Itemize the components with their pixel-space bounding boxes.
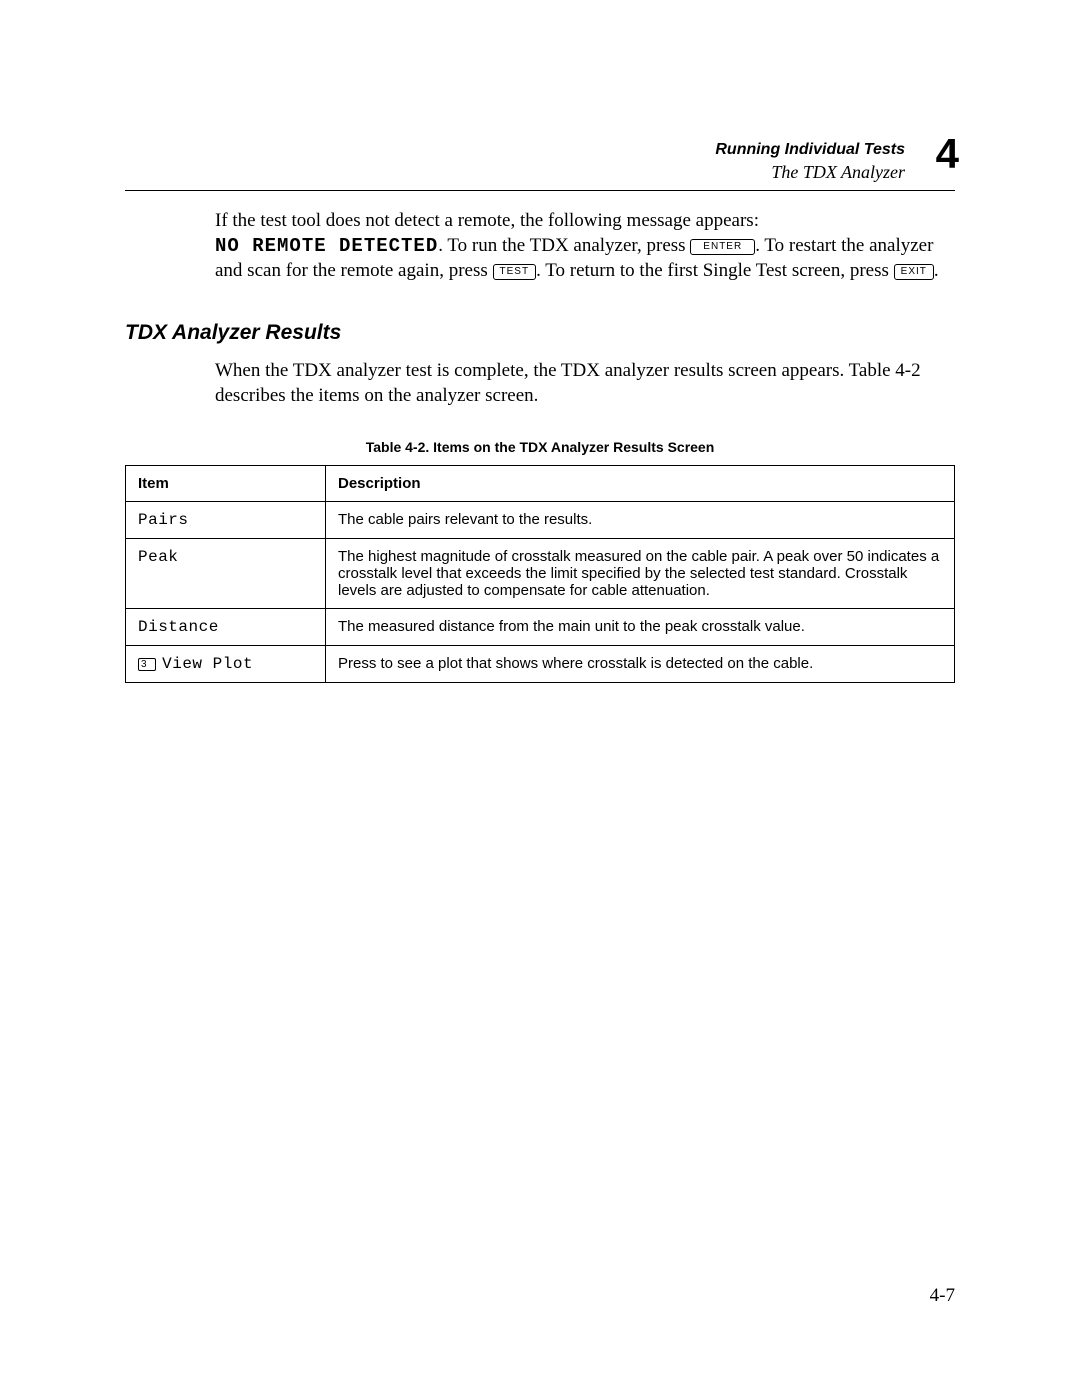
header-rule <box>125 190 955 191</box>
item-cell: Distance <box>126 608 326 645</box>
col-item-header: Item <box>126 465 326 501</box>
item-cell: Pairs <box>126 501 326 538</box>
para1-sent2d: . <box>934 260 939 281</box>
page-number: 4-7 <box>930 1285 955 1307</box>
table-header-row: Item Description <box>126 465 955 501</box>
table-row: 3 View PlotPress to see a plot that show… <box>126 645 955 682</box>
exit-key: EXIT <box>894 264 934 280</box>
item-label: Distance <box>138 618 219 636</box>
para1-sent2c: . To return to the first Single Test scr… <box>536 260 894 281</box>
desc-cell: The cable pairs relevant to the results. <box>326 501 955 538</box>
table-caption: Table 4-2. Items on the TDX Analyzer Res… <box>125 439 955 455</box>
desc-cell: The measured distance from the main unit… <box>326 608 955 645</box>
enter-key: ENTER <box>690 239 755 255</box>
chapter-number: 4 <box>936 130 959 178</box>
page-header: Running Individual Tests The TDX Analyze… <box>125 140 955 191</box>
results-table: Item Description Pairs The cable pairs re… <box>125 465 955 683</box>
table-row: Distance The measured distance from the m… <box>126 608 955 645</box>
desc-cell: Press to see a plot that shows where cro… <box>326 645 955 682</box>
item-label: View Plot <box>162 655 253 673</box>
item-label: Pairs <box>138 511 189 529</box>
results-paragraph: When the TDX analyzer test is complete, … <box>215 359 955 408</box>
softkey-icon: 3 <box>138 658 156 671</box>
table-row: Pairs The cable pairs relevant to the res… <box>126 501 955 538</box>
no-remote-message: NO REMOTE DETECTED <box>215 235 438 257</box>
intro-paragraph: If the test tool does not detect a remot… <box>215 209 955 283</box>
section-heading: TDX Analyzer Results <box>125 321 955 345</box>
desc-cell: The highest magnitude of crosstalk measu… <box>326 538 955 608</box>
test-key: TEST <box>493 264 537 280</box>
table-row: Peak The highest magnitude of crosstalk m… <box>126 538 955 608</box>
header-subtitle: The TDX Analyzer <box>125 161 905 184</box>
header-title: Running Individual Tests <box>125 140 905 161</box>
col-desc-header: Description <box>326 465 955 501</box>
para1-sent1: If the test tool does not detect a remot… <box>215 210 759 231</box>
para1-sent2a: . To run the TDX analyzer, press <box>438 235 690 256</box>
item-cell: 3 View Plot <box>126 645 326 682</box>
item-label: Peak <box>138 548 178 566</box>
item-cell: Peak <box>126 538 326 608</box>
